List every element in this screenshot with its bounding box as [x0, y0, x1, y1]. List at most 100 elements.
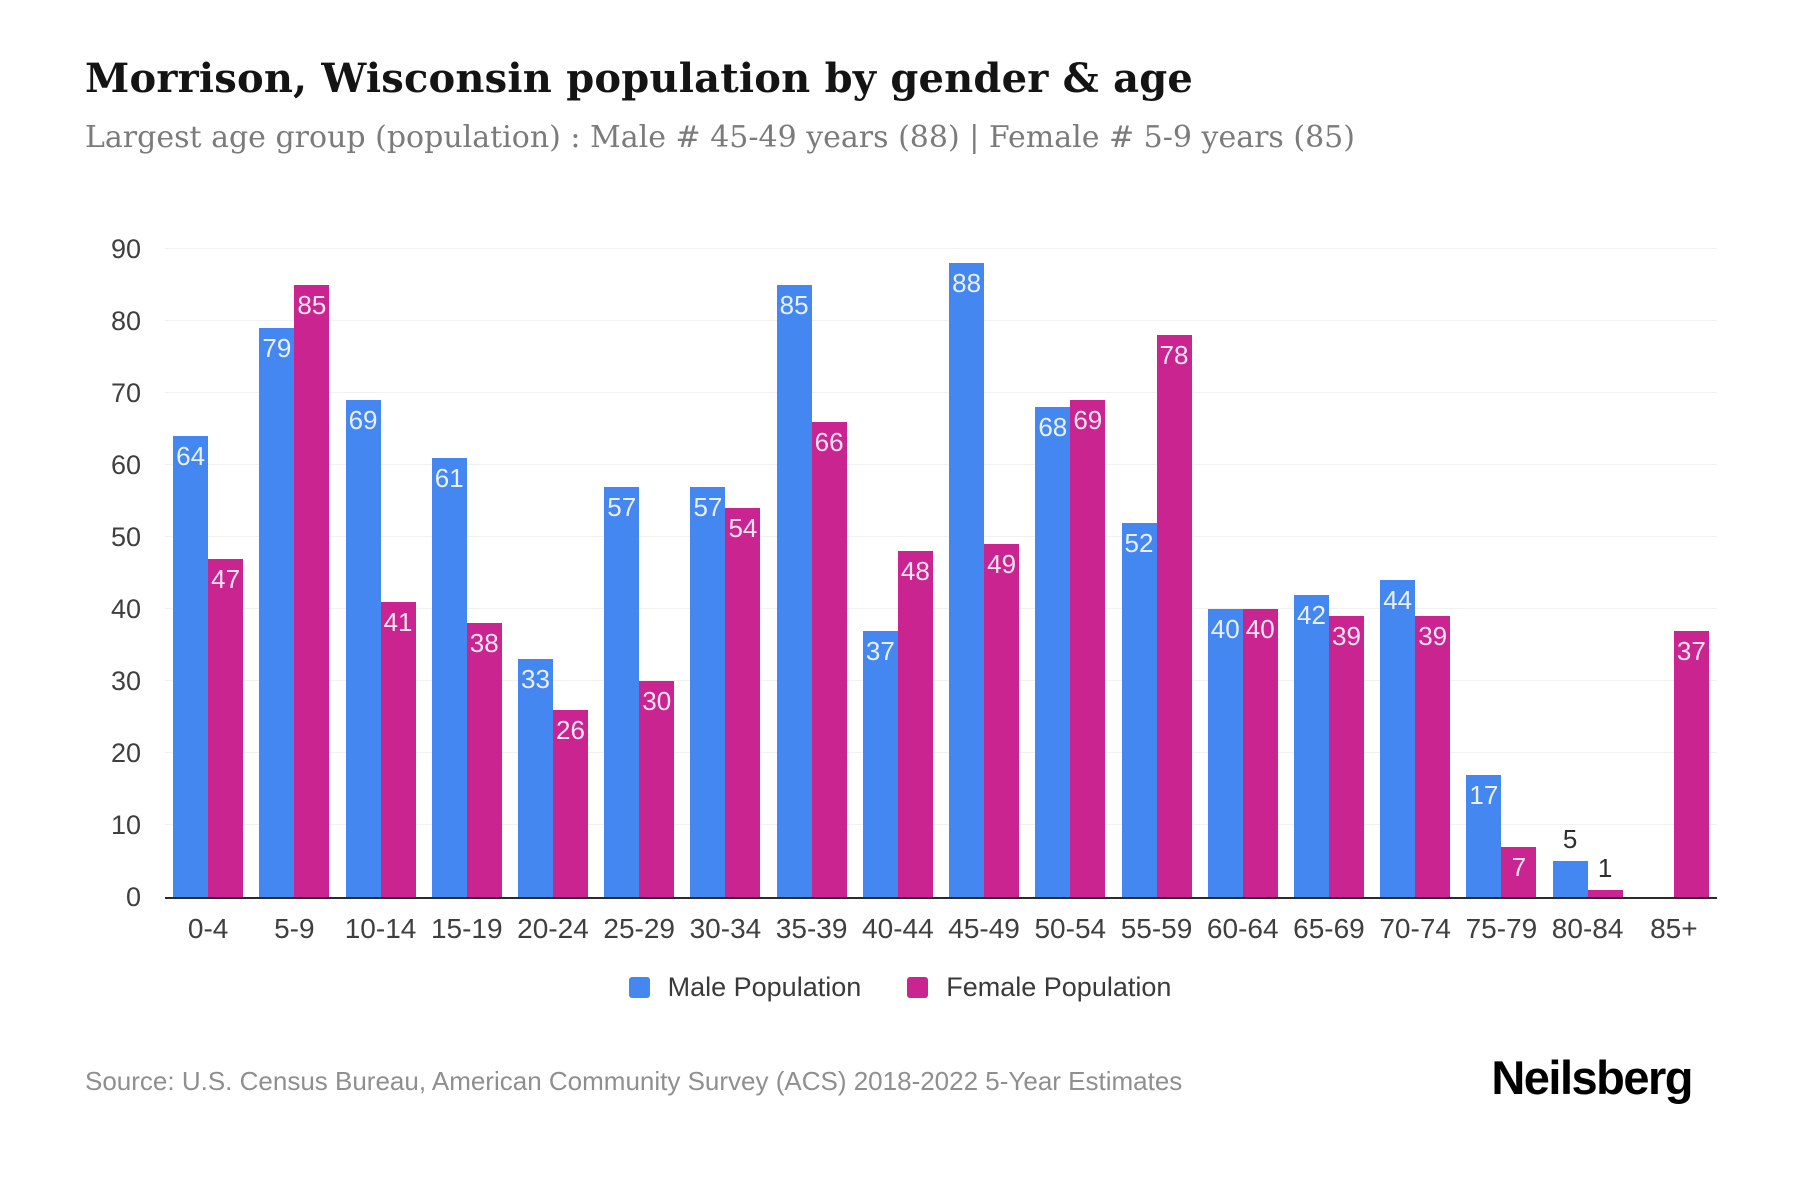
- bar-value-label: 39: [1418, 621, 1448, 652]
- x-axis-tick-label: 15-19: [430, 913, 503, 944]
- bar-group: 88 49 45-49: [941, 249, 1027, 944]
- x-axis-tick-label: 85+: [1650, 913, 1698, 944]
- bar-group: 17 7 75-79: [1458, 249, 1544, 944]
- x-axis-tick-label: 75-79: [1465, 913, 1538, 944]
- bar-value-label: 52: [1124, 527, 1154, 558]
- female-bar: 30: [639, 681, 675, 897]
- x-axis-tick-label: 45-49: [948, 913, 1020, 944]
- brand-logo: Neilsberg: [1491, 1051, 1693, 1104]
- chart-legend: Male Population Female Population: [0, 972, 1800, 1003]
- gridline: [165, 752, 1717, 753]
- gridline: [165, 392, 1717, 393]
- female-bar: 78: [1156, 335, 1192, 897]
- bar-group: 68 69 50-54: [1027, 249, 1113, 944]
- male-bar: 37: [862, 630, 898, 897]
- male-bar: 68: [1035, 407, 1071, 897]
- y-axis-tick-label: 0: [125, 882, 141, 912]
- x-axis-tick-label: 70-74: [1379, 913, 1451, 944]
- male-bar: 64: [173, 436, 209, 897]
- y-axis-tick-label: 30: [110, 666, 141, 696]
- legend-label: Male Population: [667, 972, 862, 1002]
- bar-value-label: 47: [211, 563, 241, 594]
- bar-value-label: 44: [1383, 585, 1413, 616]
- bar-value-label: 42: [1296, 599, 1326, 630]
- gridline: [165, 680, 1717, 681]
- female-bar: 1: [1587, 853, 1623, 897]
- bar-group: 69 41 10-14: [337, 249, 423, 944]
- bar-value-label: 38: [469, 628, 499, 659]
- gridline: [165, 464, 1717, 465]
- bar-value-label: 68: [1038, 412, 1068, 443]
- bar-value-label: 57: [693, 491, 723, 522]
- x-axis-tick-label: 50-54: [1034, 913, 1107, 944]
- bar-value-label: 69: [1073, 405, 1103, 436]
- bar-group: 85 66 35-39: [769, 249, 855, 944]
- legend-item-female: Female Population: [907, 972, 1171, 1003]
- x-axis-tick-label: 30-34: [689, 913, 762, 944]
- bar-group: 79 85 5-9: [251, 249, 337, 944]
- female-bar: 54: [725, 508, 761, 897]
- gridline: [165, 320, 1717, 321]
- x-axis-tick-label: 35-39: [775, 913, 848, 944]
- female-bar: 7: [1501, 846, 1537, 897]
- bar-value-label: 7: [1511, 851, 1527, 882]
- bar-group: 5 1 80-84: [1545, 249, 1631, 944]
- source-note: Source: U.S. Census Bureau, American Com…: [85, 1066, 1183, 1096]
- bar-value-label: 17: [1469, 779, 1499, 810]
- male-bar: 85: [776, 285, 812, 897]
- x-axis-tick-label: 10-14: [344, 913, 417, 944]
- bar-value-label: 85: [297, 290, 327, 320]
- bar-group: 44 39 70-74: [1372, 249, 1458, 944]
- bar-value-label: 1: [1597, 852, 1613, 883]
- x-axis-tick-label: 80-84: [1551, 913, 1624, 944]
- bar-value-label: 88: [952, 268, 982, 299]
- x-axis-tick-label: 65-69: [1293, 913, 1365, 944]
- female-bar: 85: [294, 285, 330, 897]
- bar-value-label: 41: [383, 606, 413, 637]
- male-bar: 42: [1293, 594, 1329, 897]
- bar-group: 61 38 15-19: [424, 249, 510, 944]
- x-axis-tick-label: 25-29: [603, 913, 676, 944]
- gridline: [165, 248, 1717, 249]
- female-bar: 66: [811, 421, 847, 897]
- y-axis-tick-label: 20: [110, 738, 141, 768]
- bar-group: 57 30 25-29: [596, 249, 682, 944]
- bar-value-label: 79: [262, 333, 292, 364]
- male-bar: 57: [690, 486, 726, 897]
- bar-value-label: 61: [434, 462, 464, 493]
- female-bar: 38: [466, 623, 502, 897]
- bar-group: 64 47 0-4: [165, 249, 251, 944]
- female-bar: 41: [380, 601, 416, 897]
- male-bar: 17: [1466, 774, 1502, 897]
- bar-value-label: 33: [521, 664, 550, 695]
- bar-value-label: 49: [987, 549, 1017, 580]
- bar-group: 57 54 30-34: [682, 249, 768, 944]
- legend-swatch-male: [628, 977, 650, 998]
- bar-value-label: 37: [1676, 635, 1706, 666]
- bar-value-label: 37: [865, 635, 895, 666]
- female-bar: 40: [1242, 609, 1278, 897]
- female-bar: 69: [1070, 400, 1106, 897]
- bar-value-label: 30: [642, 686, 672, 716]
- bar-value-label: 85: [779, 290, 809, 320]
- female-bar: 37: [1673, 630, 1709, 897]
- y-axis-tick-label: 70: [110, 378, 141, 408]
- legend-label: Female Population: [946, 972, 1172, 1002]
- x-axis-tick-label: 20-24: [517, 913, 589, 944]
- female-bar: 26: [552, 709, 588, 897]
- female-bar: 48: [897, 551, 933, 897]
- bar-group: 33 26 20-24: [510, 249, 596, 944]
- male-bar: 52: [1121, 522, 1157, 897]
- male-bar: 40: [1207, 609, 1243, 897]
- gridline: [165, 536, 1717, 537]
- bar-value-label: 64: [176, 441, 206, 472]
- male-bar: 61: [431, 457, 467, 897]
- legend-item-male: Male Population: [628, 972, 862, 1003]
- y-axis-tick-label: 10: [110, 810, 141, 840]
- female-bar: 49: [984, 544, 1020, 897]
- bar-group: 37 48 40-44: [855, 249, 941, 944]
- bar-value-label: 54: [728, 513, 758, 544]
- bar-group: 40 40 60-64: [1200, 249, 1286, 944]
- bar-value-label: 78: [1159, 340, 1189, 371]
- x-axis-tick-label: 0-4: [187, 913, 229, 944]
